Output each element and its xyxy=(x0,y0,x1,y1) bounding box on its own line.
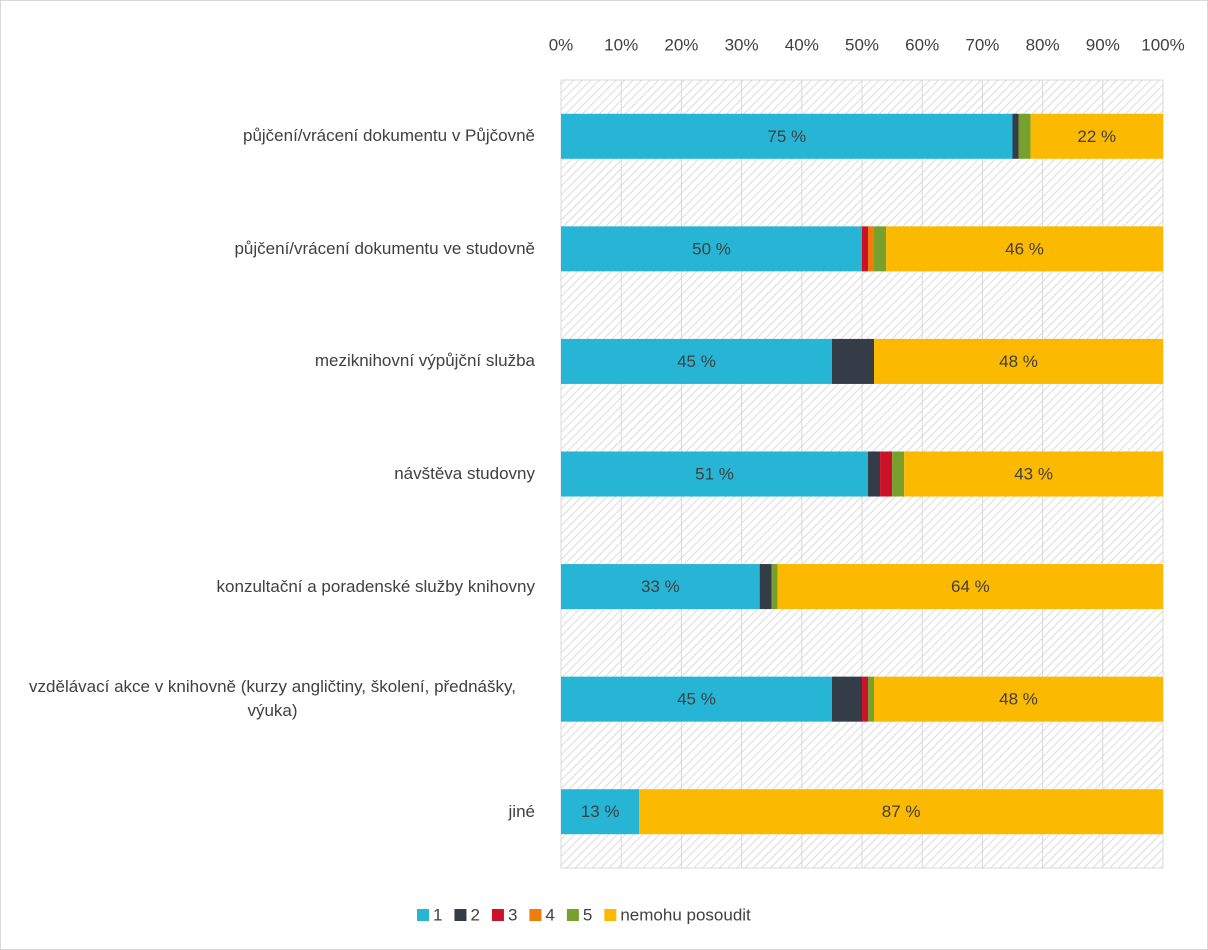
data-label: 64 % xyxy=(951,577,990,596)
data-label: 48 % xyxy=(999,690,1038,709)
data-label: 45 % xyxy=(677,690,716,709)
legend-label: 5 xyxy=(583,905,592,924)
data-label: 75 % xyxy=(767,127,806,146)
data-label: 51 % xyxy=(695,464,734,483)
bar-segment xyxy=(862,226,869,272)
category-label: meziknihovní výpůjční služba xyxy=(314,351,535,371)
x-tick-label: 10% xyxy=(604,35,638,54)
category-label: vzdělávací akce v knihovně (kurzy anglič… xyxy=(29,677,516,721)
legend-swatch xyxy=(417,909,429,921)
category-label: návštěva studovny xyxy=(394,464,535,483)
x-tick-label: 60% xyxy=(905,35,939,54)
bar-segment xyxy=(874,676,1163,722)
bar-segment xyxy=(831,338,875,384)
legend-swatch xyxy=(566,909,579,921)
x-tick-label: 50% xyxy=(845,35,879,54)
data-label: 33 % xyxy=(641,577,680,596)
data-label: 45 % xyxy=(677,352,716,371)
bar-segment xyxy=(880,451,893,497)
bar-segment xyxy=(1012,113,1019,159)
category-label: konzultační a poradenské služby knihovny xyxy=(216,576,535,596)
legend-swatch xyxy=(604,909,617,921)
bar-segment xyxy=(561,676,832,722)
bar-segment xyxy=(639,789,1163,835)
data-label: 46 % xyxy=(1005,239,1044,258)
bar-segment xyxy=(868,226,875,272)
bar-segment xyxy=(886,226,1163,272)
legend-label: 3 xyxy=(508,905,517,924)
x-tick-label: 20% xyxy=(664,35,698,54)
legend-label: nemohu posoudit xyxy=(620,905,751,924)
data-label: 50 % xyxy=(692,239,731,258)
legend-label: 1 xyxy=(433,905,442,924)
bar-segment xyxy=(759,564,772,610)
x-tick-label: 80% xyxy=(1026,35,1060,54)
bar-segment xyxy=(771,564,778,610)
category-label: jiné xyxy=(508,801,535,821)
data-label: 13 % xyxy=(581,802,620,821)
bar-segment xyxy=(831,676,862,722)
bar-segment xyxy=(1030,113,1163,159)
x-tick-label: 100% xyxy=(1141,35,1184,54)
legend-swatch xyxy=(529,909,542,921)
bar-segment xyxy=(874,226,887,272)
data-label: 87 % xyxy=(882,802,921,821)
data-label: 48 % xyxy=(999,352,1038,371)
legend-label: 4 xyxy=(545,905,554,924)
x-tick-label: 70% xyxy=(965,35,999,54)
bar-segment xyxy=(874,338,1163,384)
bar-segment xyxy=(561,338,832,384)
legend-swatch xyxy=(491,909,504,921)
bar-segment xyxy=(1018,113,1031,159)
x-tick-label: 90% xyxy=(1086,35,1120,54)
bar-segment xyxy=(561,564,760,610)
category-label: půjčení/vrácení dokumentu ve studovně xyxy=(234,238,535,258)
bar-segment xyxy=(561,113,1013,159)
bar-segment xyxy=(561,789,640,835)
bar-segment xyxy=(868,451,881,497)
data-label: 43 % xyxy=(1014,464,1053,483)
category-label: půjčení/vrácení dokumentu v Půjčovně xyxy=(242,126,535,146)
x-tick-label: 30% xyxy=(725,35,759,54)
bar-segment xyxy=(892,451,905,497)
bar-segment xyxy=(862,676,869,722)
bar-segment xyxy=(904,451,1163,497)
data-label: 22 % xyxy=(1077,127,1116,146)
x-tick-label: 40% xyxy=(785,35,819,54)
bar-segment xyxy=(561,451,869,497)
legend-swatch xyxy=(454,909,467,921)
bar-segment xyxy=(561,226,862,272)
legend-label: 2 xyxy=(470,905,479,924)
x-tick-label: 0% xyxy=(549,35,574,54)
bar-segment xyxy=(777,564,1163,610)
bar-segment xyxy=(868,676,875,722)
